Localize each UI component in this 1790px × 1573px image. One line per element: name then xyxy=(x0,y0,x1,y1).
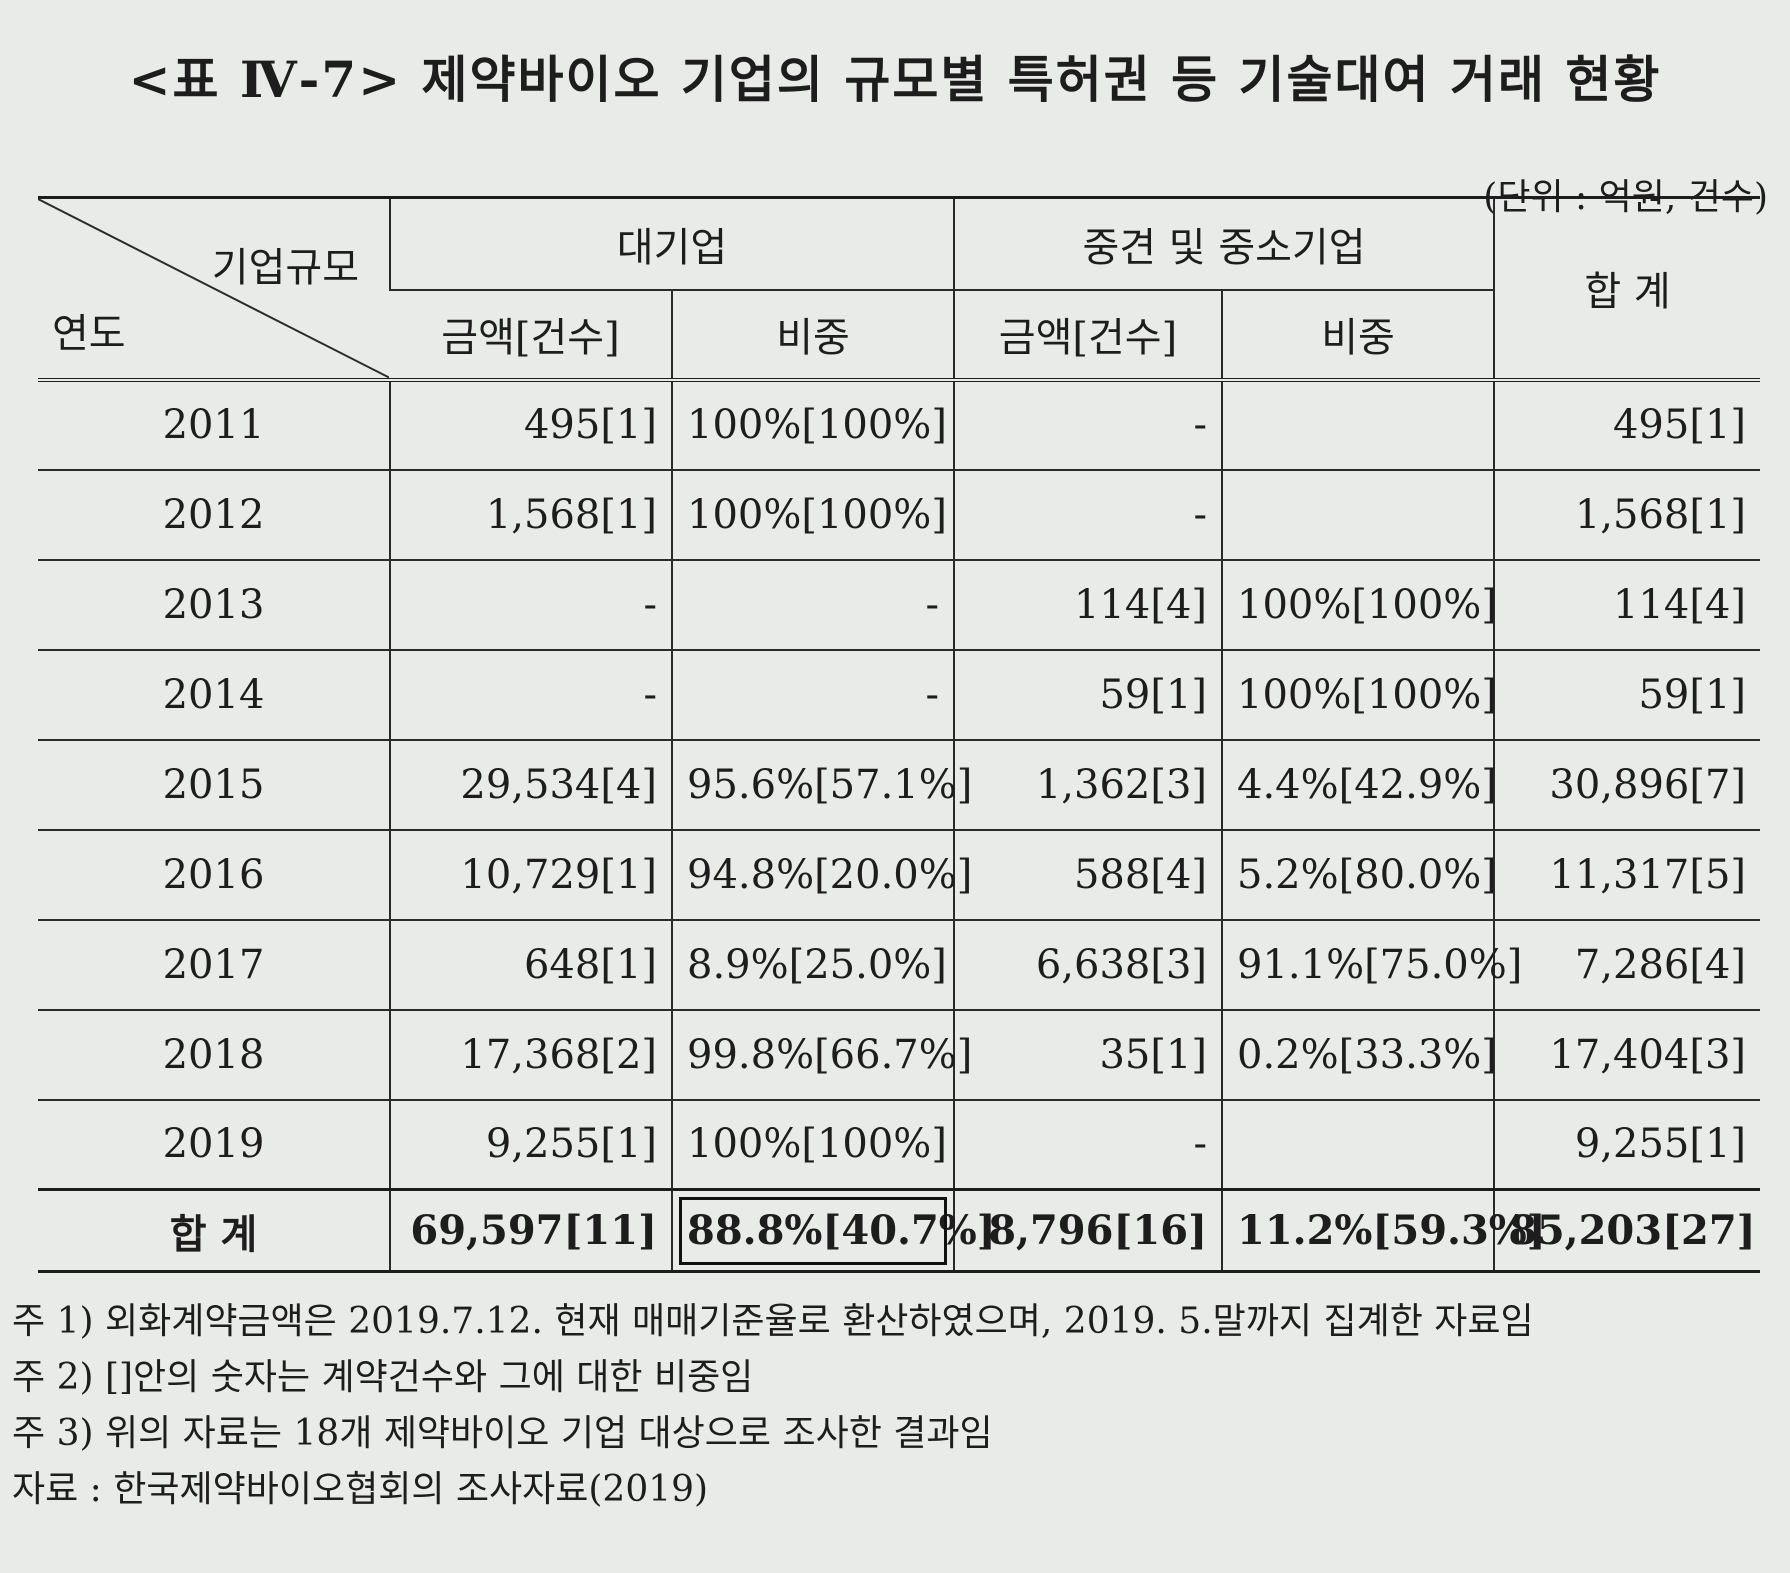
year-cell: 2014 xyxy=(38,648,390,740)
total-cell: 17,404[3] xyxy=(1493,1008,1760,1100)
table-row: 2012 1,568[1] 100%[100%] - 1,568[1] xyxy=(38,468,1760,560)
header-mid-small: 중견 및 중소기업 xyxy=(953,196,1494,290)
year-cell: 2011 xyxy=(38,377,390,470)
small-amount-cell: 1,362[3] xyxy=(953,738,1222,830)
small-share-cell: 91.1%[75.0%] xyxy=(1221,918,1522,1010)
total-cell: 114[4] xyxy=(1493,558,1760,650)
year-cell: 2012 xyxy=(38,468,390,560)
header-small-share: 비중 xyxy=(1221,288,1494,380)
large-amount-cell: 17,368[2] xyxy=(389,1008,672,1100)
large-share-cell: 100%[100%] xyxy=(671,1098,954,1190)
corner-header: 기업규모 연도 xyxy=(38,196,390,380)
small-amount-cell: 59[1] xyxy=(953,648,1222,740)
large-share-cell: 99.8%[66.7%] xyxy=(671,1008,972,1100)
total-cell: 59[1] xyxy=(1493,648,1760,740)
table-row: 2014 - - 59[1] 100%[100%] 59[1] xyxy=(38,648,1760,740)
small-share-cell xyxy=(1221,377,1494,470)
footnotes: 주 1) 외화계약금액은 2019.7.12. 현재 매매기준율로 환산하였으며… xyxy=(12,1294,1534,1518)
year-cell: 2015 xyxy=(38,738,390,830)
header-row-1: 기업규모 연도 대기업 중견 및 중소기업 합 계 xyxy=(38,196,1760,380)
table-row: 2019 9,255[1] 100%[100%] - 9,255[1] xyxy=(38,1098,1760,1190)
small-amount-cell: - xyxy=(953,377,1222,470)
small-share-cell xyxy=(1221,1098,1494,1190)
small-amount-cell: 6,638[3] xyxy=(953,918,1222,1010)
footnote-1: 주 1) 외화계약금액은 2019.7.12. 현재 매매기준율로 환산하였으며… xyxy=(12,1301,1534,1342)
total-large-share-boxed: 88.8%[40.7%] xyxy=(671,1188,996,1273)
small-share-cell: 100%[100%] xyxy=(1221,648,1497,740)
source-note: 자료 : 한국제약바이오협회의 조사자료(2019) xyxy=(12,1469,709,1510)
total-cell: 7,286[4] xyxy=(1493,918,1760,1010)
small-share-cell: 100%[100%] xyxy=(1221,558,1497,650)
small-share-cell: 0.2%[33.3%] xyxy=(1221,1008,1497,1100)
large-share-cell: - xyxy=(671,648,954,740)
header-total: 합 계 xyxy=(1493,196,1760,380)
header-large-amount: 금액[건수] xyxy=(390,288,672,380)
total-cell: 495[1] xyxy=(1493,377,1760,470)
table-row: 2016 10,729[1] 94.8%[20.0%] 588[4] 5.2%[… xyxy=(38,828,1760,920)
small-share-cell: 4.4%[42.9%] xyxy=(1221,738,1497,830)
total-cell: 1,568[1] xyxy=(1493,468,1760,560)
total-cell: 11,317[5] xyxy=(1493,828,1760,920)
large-share-cell: 8.9%[25.0%] xyxy=(671,918,954,1010)
header-row-2: 금액[건수] 비중 금액[건수] 비중 xyxy=(38,288,1760,380)
year-cell: 2018 xyxy=(38,1008,390,1100)
large-amount-cell: 10,729[1] xyxy=(389,828,672,920)
table-row: 2013 - - 114[4] 100%[100%] 114[4] xyxy=(38,558,1760,650)
table-row: 2011 495[1] 100%[100%] - 495[1] xyxy=(38,377,1760,470)
total-small-amount: 8,796[16] xyxy=(953,1188,1222,1273)
header-large-share: 비중 xyxy=(671,288,954,380)
table-title: <표 Ⅳ-7> 제약바이오 기업의 규모별 특허권 등 기술대여 거래 현황 xyxy=(128,50,1662,109)
year-cell: 2019 xyxy=(38,1098,390,1190)
header-small-amount: 금액[건수] xyxy=(953,288,1222,380)
table-row: 2018 17,368[2] 99.8%[66.7%] 35[1] 0.2%[3… xyxy=(38,1008,1760,1100)
large-amount-cell: - xyxy=(389,648,672,740)
small-share-cell xyxy=(1221,468,1494,560)
total-small-share: 11.2%[59.3%] xyxy=(1221,1188,1546,1273)
year-cell: 2013 xyxy=(38,558,390,650)
large-share-cell: - xyxy=(671,558,954,650)
total-cell: 9,255[1] xyxy=(1493,1098,1760,1190)
small-share-cell: 5.2%[80.0%] xyxy=(1221,828,1497,920)
large-amount-cell: 9,255[1] xyxy=(389,1098,672,1190)
corner-label-year: 연도 xyxy=(52,311,126,357)
large-amount-cell: 29,534[4] xyxy=(389,738,672,830)
year-cell: 2017 xyxy=(38,918,390,1010)
large-amount-cell: 1,568[1] xyxy=(389,468,672,560)
large-share-cell: 100%[100%] xyxy=(671,468,954,560)
large-amount-cell: - xyxy=(389,558,672,650)
diagonal-line xyxy=(38,199,389,378)
table-row: 2017 648[1] 8.9%[25.0%] 6,638[3] 91.1%[7… xyxy=(38,918,1760,1010)
total-cell: 30,896[7] xyxy=(1493,738,1760,830)
table-row: 2015 29,534[4] 95.6%[57.1%] 1,362[3] 4.4… xyxy=(38,738,1760,830)
total-large-amount: 69,597[11] xyxy=(389,1188,672,1273)
total-row: 합 계 69,597[11] 88.8%[40.7%] 8,796[16] 11… xyxy=(38,1188,1760,1273)
small-amount-cell: 114[4] xyxy=(953,558,1222,650)
large-share-cell: 100%[100%] xyxy=(671,377,954,470)
small-amount-cell: - xyxy=(953,468,1222,560)
total-grand: 85,203[27] xyxy=(1493,1188,1760,1273)
total-row-label: 합 계 xyxy=(38,1188,390,1273)
footnote-3: 주 3) 위의 자료는 18개 제약바이오 기업 대상으로 조사한 결과임 xyxy=(12,1413,993,1454)
large-amount-cell: 495[1] xyxy=(389,377,672,470)
large-share-cell: 94.8%[20.0%] xyxy=(671,828,972,920)
large-share-cell: 95.6%[57.1%] xyxy=(671,738,972,830)
header-large: 대기업 xyxy=(389,196,954,290)
corner-label-size: 기업규모 xyxy=(211,245,359,291)
footnote-2: 주 2) []안의 숫자는 계약건수와 그에 대한 비중임 xyxy=(12,1357,754,1398)
year-cell: 2016 xyxy=(38,828,390,920)
small-amount-cell: - xyxy=(953,1098,1222,1190)
data-table: 기업규모 연도 대기업 중견 및 중소기업 합 계 금액[건수] 비중 금액[건… xyxy=(38,196,1760,1273)
small-amount-cell: 588[4] xyxy=(953,828,1222,920)
large-amount-cell: 648[1] xyxy=(389,918,672,1010)
small-amount-cell: 35[1] xyxy=(953,1008,1222,1100)
